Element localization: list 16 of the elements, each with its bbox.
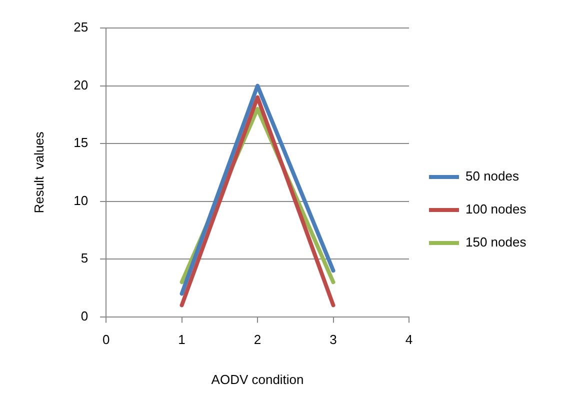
x-tick-label: 1 — [178, 332, 186, 348]
y-tick-label: 25 — [74, 20, 88, 35]
legend-label: 150 nodes — [466, 234, 527, 250]
legend-label: 100 nodes — [466, 202, 527, 217]
y-tick-label: 5 — [80, 250, 88, 266]
x-tick-label: 2 — [254, 332, 262, 348]
legend-label: 50 nodes — [466, 168, 520, 184]
x-tick-label: 3 — [330, 332, 337, 348]
y-tick-label: 20 — [74, 77, 88, 92]
x-tick-label: 4 — [405, 332, 413, 348]
y-tick-label: 10 — [74, 192, 88, 208]
y-axis-title: Result values — [31, 131, 46, 214]
x-tick-label: 0 — [102, 332, 110, 348]
y-tick-label: 15 — [74, 135, 88, 150]
y-tick-label: 0 — [80, 308, 88, 324]
x-axis-title: AODV condition — [211, 372, 304, 387]
